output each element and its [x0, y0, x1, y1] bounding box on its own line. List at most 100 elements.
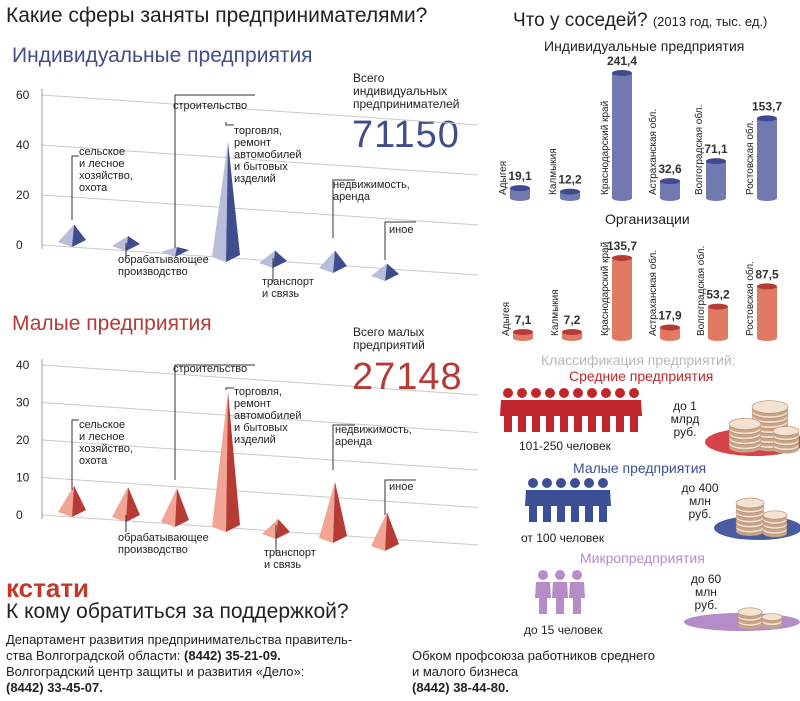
person-head — [528, 478, 538, 488]
label-leader — [332, 424, 355, 470]
person-head — [503, 388, 513, 398]
contact-department: Департамент развития предпринимательства… — [6, 632, 401, 696]
person-body — [528, 400, 544, 432]
region-bar-bottom — [660, 335, 680, 341]
contact-center-phone: (8442) 33-45-07. — [6, 680, 103, 695]
region-bar-bottom — [612, 195, 632, 201]
region-bar-bottom — [560, 195, 580, 201]
gridline — [41, 364, 479, 396]
label-leader — [332, 179, 355, 238]
gridline — [41, 439, 479, 471]
y-tick-label: 20 — [16, 433, 30, 447]
coin — [737, 607, 763, 617]
pyramid-face-left — [161, 247, 177, 257]
y-tick-label: 0 — [16, 238, 23, 252]
person-body — [500, 400, 516, 432]
category-label: ремонт — [234, 137, 271, 149]
category-label: недвижимость, — [335, 424, 412, 436]
pyramid-face-right — [126, 487, 140, 522]
gridline — [41, 514, 479, 546]
small-heading: Малые предприятия — [12, 312, 212, 335]
person-head — [572, 570, 582, 580]
region-value-label: 53,2 — [706, 288, 730, 302]
gridline — [41, 402, 479, 433]
kstati-heading: кстати — [6, 573, 90, 603]
person-body — [626, 400, 642, 432]
medium-money-line3: руб. — [673, 425, 697, 439]
label-leader — [174, 94, 255, 248]
category-label: и лесное — [79, 431, 125, 443]
category-label: строительство — [173, 363, 247, 375]
person-head — [629, 388, 639, 398]
person-head — [531, 388, 541, 398]
contact-union: Обком профсоюза работников среднего и ма… — [412, 648, 702, 696]
pyramid-face-left — [112, 487, 128, 522]
label-leader — [174, 364, 255, 480]
region-bar-top — [660, 178, 680, 185]
region-value-label: 153,7 — [752, 99, 782, 113]
region-bar-bottom — [757, 335, 777, 341]
micro-money-line3: руб. — [694, 598, 718, 612]
region-bar-top — [510, 185, 530, 192]
region-bar-top — [612, 255, 632, 261]
person-body — [584, 400, 600, 432]
region-name-label: Ростовская обл. — [744, 120, 756, 195]
person-head — [584, 478, 594, 488]
contact-department-line2: ства Волгоградской области: (8442) 35-21… — [6, 648, 281, 663]
person-body — [569, 582, 585, 614]
person-body — [514, 400, 530, 432]
small-total-value: 27148 — [352, 356, 463, 398]
micro-coins-icon — [684, 607, 800, 631]
region-bar-top — [562, 329, 582, 335]
region-bar — [757, 286, 777, 338]
region-bar-top — [706, 158, 726, 165]
neighbors-indiv-subtitle: Индивидуальные предприятия — [544, 38, 745, 54]
small-money-line2: млн — [689, 494, 711, 508]
contact-center-line: Волгоградский центр защиты и развития «Д… — [6, 664, 305, 679]
y-tick-label: 0 — [16, 508, 23, 522]
region-bar-bottom — [562, 335, 582, 341]
classification-title: Классификация предприятий: — [541, 352, 736, 368]
coin — [772, 426, 800, 436]
person-head — [517, 388, 527, 398]
region-bar — [560, 191, 580, 198]
coin — [761, 613, 783, 621]
pyramid-face-left — [212, 142, 228, 262]
person-body — [552, 582, 568, 614]
gridline — [41, 244, 479, 276]
pyramid-face-left — [319, 250, 335, 273]
person-body — [535, 582, 551, 614]
region-bar-top — [660, 324, 680, 331]
small-coins-icon — [714, 497, 800, 540]
region-bar-top — [757, 115, 777, 122]
region-bar-bottom — [706, 195, 726, 201]
small-people-icon — [525, 478, 611, 522]
neighbors-org-subtitle: Организации — [605, 211, 690, 227]
pyramid-face-right — [385, 263, 399, 281]
medium-coins-icon — [705, 400, 800, 456]
person-body — [581, 490, 597, 522]
person-body — [542, 400, 558, 432]
contact-department-line1: Департамент развития предпринимательства… — [6, 632, 353, 647]
coin — [728, 418, 762, 430]
region-bar-bottom — [612, 335, 632, 341]
pyramid-face-left — [212, 392, 228, 532]
individual-heading: Индивидуальные предприятия — [12, 44, 313, 67]
region-name-label: Ростовская обл. — [744, 261, 756, 336]
category-label: охота — [79, 182, 108, 194]
coin — [735, 497, 765, 509]
person-head — [559, 388, 569, 398]
pyramid-face-right — [226, 392, 240, 532]
person-head — [556, 478, 566, 488]
contact-union-phone: (8442) 38-44-80. — [412, 680, 509, 695]
label-leader — [384, 221, 416, 260]
pyramid-face-left — [371, 263, 387, 281]
region-bar — [612, 73, 632, 198]
small-money: до 400 млн руб. — [680, 482, 720, 521]
category-label: и лесное — [79, 158, 125, 170]
micro-people: до 15 человек — [524, 623, 603, 637]
medium-people-icon — [500, 388, 642, 432]
medium-label: Средние предприятия — [569, 368, 714, 384]
